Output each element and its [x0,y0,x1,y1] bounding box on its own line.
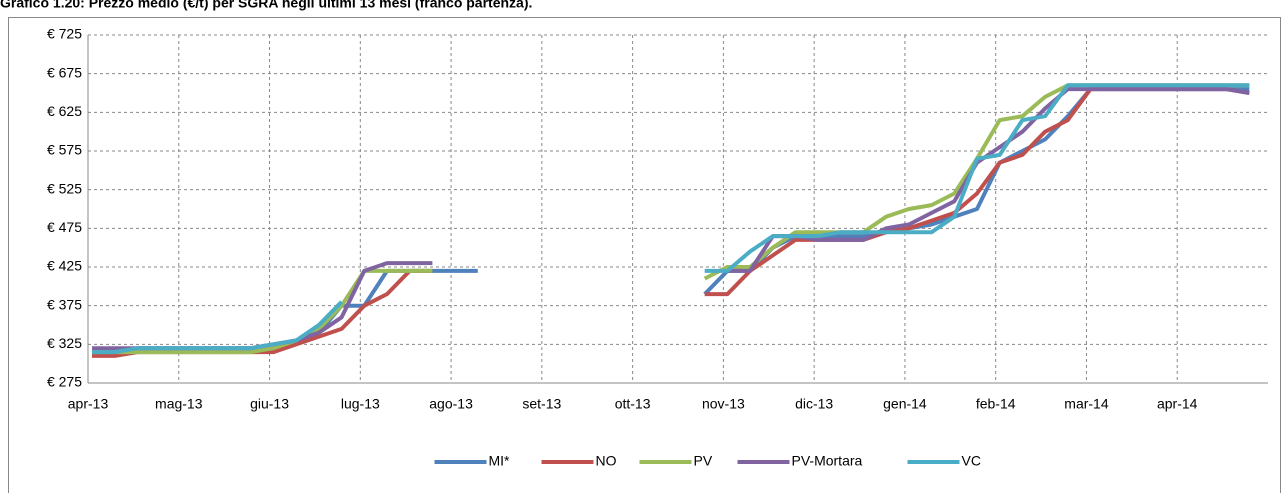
line-series [92,83,1250,355]
legend-label: NO [596,453,617,469]
y-tick-label: € 675 [47,64,82,80]
y-tick-label: € 325 [47,335,82,351]
x-tick-label: set-13 [522,396,561,412]
chart-border [8,17,1281,498]
x-tick-label: feb-14 [976,396,1016,412]
y-tick-label: € 725 [47,26,82,42]
legend-label: MI* [489,453,511,469]
y-tick-label: € 525 [47,180,82,196]
x-tick-label: giu-13 [250,396,289,412]
y-tick-label: € 275 [47,374,82,390]
x-tick-label: ago-13 [429,396,473,412]
x-tick-label: lug-13 [341,396,380,412]
y-tick-label: € 375 [47,296,82,312]
x-tick-label: apr-14 [1157,396,1198,412]
y-tick-label: € 425 [47,258,82,274]
x-tick-label: apr-13 [68,396,109,412]
chart-title: Grafico 1.20: Prezzo medio (€/t) per SGR… [0,0,532,11]
legend-label: PV-Mortara [792,453,863,469]
y-tick-label: € 475 [47,219,82,235]
y-tick-label: € 575 [47,142,82,158]
y-tick-label: € 625 [47,103,82,119]
legend-label: PV [694,453,713,469]
x-tick-label: ott-13 [615,396,651,412]
x-tick-label: nov-13 [702,396,745,412]
x-tick-label: mar-14 [1064,396,1109,412]
legend-label: VC [962,453,981,469]
x-tick-label: dic-13 [795,396,833,412]
x-tick-label: mag-13 [155,396,203,412]
x-tick-label: gen-14 [883,396,927,412]
